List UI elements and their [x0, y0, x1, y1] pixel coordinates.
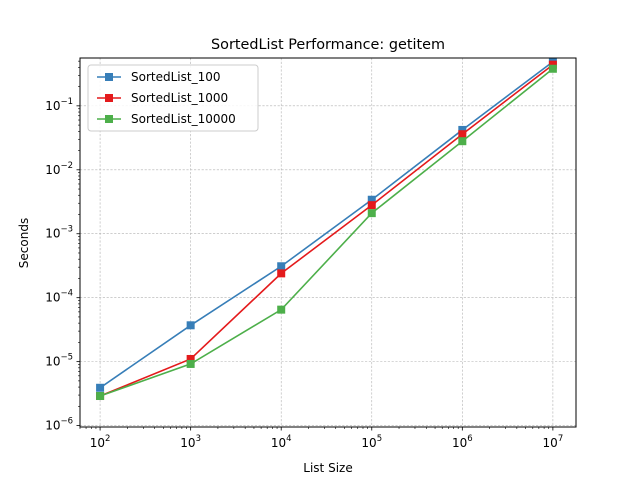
- x-tick-label: 102: [90, 434, 111, 450]
- series-0-point: [367, 195, 376, 204]
- y-tick-label: 10−5: [45, 353, 73, 369]
- series-2-point: [367, 209, 376, 218]
- series-1-point: [186, 354, 195, 363]
- series-2-point: [277, 305, 286, 314]
- legend-label-2: SortedList_10000: [131, 112, 236, 126]
- series-2-point: [548, 64, 557, 73]
- series-0-point: [96, 383, 105, 392]
- legend: SortedList_100 SortedList_1000 SortedList_…: [87, 64, 259, 132]
- series-0-point: [458, 125, 467, 134]
- series-1-point: [277, 269, 286, 278]
- x-tick-label: 107: [543, 434, 564, 450]
- series-1-point: [548, 60, 557, 69]
- y-tick-label: 10−1: [45, 97, 73, 113]
- x-tick-label: 103: [180, 434, 201, 450]
- x-axis-title: List Size: [303, 461, 352, 475]
- series-layer: [96, 57, 557, 401]
- x-tick-label: 105: [361, 434, 382, 450]
- legend-marker-1: [105, 94, 113, 102]
- legend-label-0: SortedList_100: [131, 70, 220, 84]
- series-0-point: [186, 321, 195, 330]
- series-line-1: [99, 64, 554, 397]
- legend-marker-0: [105, 73, 113, 81]
- ticks: 102 103 104 105 106 107 10−6 10−5 10−4 10−3 10−2 10…: [45, 60, 564, 450]
- legend-box: [87, 64, 259, 132]
- y-tick-label: 10−4: [45, 289, 73, 305]
- plot-area-frame: [79, 57, 577, 428]
- series-2-point: [186, 359, 195, 368]
- x-tick-label: 104: [271, 434, 292, 450]
- y-tick-label: 10−6: [45, 417, 73, 433]
- x-tick-label: 106: [452, 434, 473, 450]
- y-axis-title: Seconds: [17, 218, 31, 268]
- chart-title: SortedList Performance: getitem: [211, 37, 445, 53]
- series-1-point: [367, 201, 376, 210]
- series-2-point: [458, 137, 467, 146]
- legend-marker-2: [105, 115, 113, 123]
- series-2-point: [96, 392, 105, 401]
- series-line-2: [99, 68, 554, 397]
- series-0-point: [277, 262, 286, 271]
- series-line-0: [99, 61, 554, 389]
- legend-label-1: SortedList_1000: [131, 91, 228, 105]
- series-1-point: [458, 130, 467, 139]
- y-tick-label: 10−3: [45, 225, 73, 241]
- y-tick-label: 10−2: [45, 161, 73, 177]
